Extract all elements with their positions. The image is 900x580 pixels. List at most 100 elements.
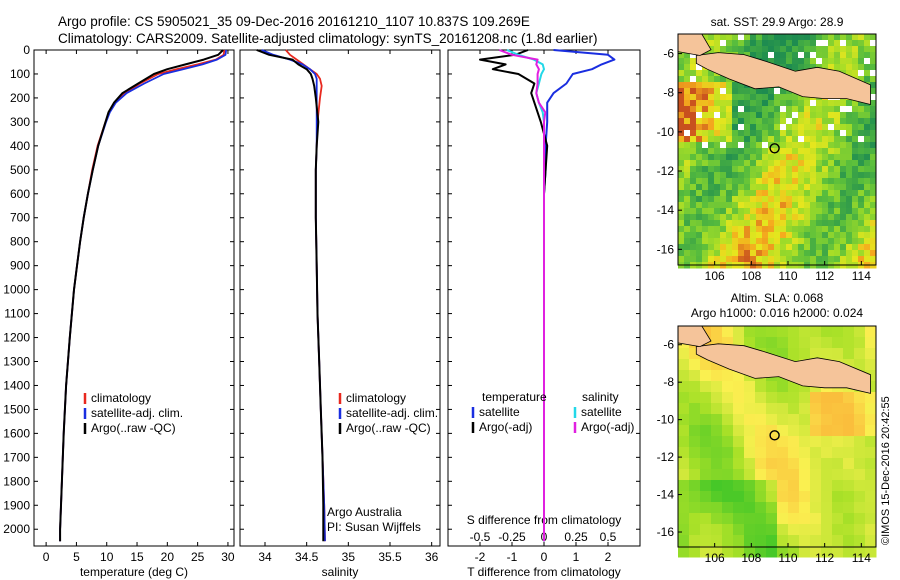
argo-location-marker: [769, 430, 780, 441]
map-x-tick-label: 106: [705, 551, 725, 565]
depth-tick-label: 1100: [4, 307, 30, 321]
depth-tick-label: 1500: [3, 402, 30, 416]
sla-map-title-2: Argo h1000: 0.016 h2000: 0.024: [691, 306, 863, 320]
map-x-tick-label: 108: [741, 269, 761, 283]
legend-label: climatology: [91, 391, 151, 405]
x-tick-label: 2: [605, 550, 612, 564]
x-tick-label: 34: [258, 550, 272, 564]
x-axis-label: salinity: [322, 565, 359, 579]
depth-tick-label: 1700: [3, 450, 30, 464]
depth-tick-label: 700: [10, 211, 30, 225]
map-frame: [677, 33, 877, 266]
legend-label: satellite: [479, 405, 520, 419]
map-y-tick-label: -12: [657, 164, 675, 178]
map-x-tick-label: 106: [705, 269, 725, 283]
map-y-tick-label: -16: [657, 242, 675, 256]
map-y-tick-label: -14: [657, 203, 675, 217]
argo-australia-label: Argo Australia: [327, 505, 402, 519]
x-tick-label: 36: [425, 550, 439, 564]
legend-label: satellite: [581, 405, 622, 419]
depth-tick-label: 0: [23, 43, 30, 57]
map-x-tick-label: 110: [778, 551, 797, 565]
depth-tick-label: 900: [10, 259, 30, 273]
title-line-1: Argo profile: CS 5905021_35 09-Dec-2016 …: [58, 14, 530, 29]
depth-tick-label: 1800: [3, 474, 30, 488]
sst-map-title: sat. SST: 29.9 Argo: 28.9: [711, 15, 844, 29]
x-tick-label: 1: [573, 550, 580, 564]
difference-line-1: [479, 49, 549, 542]
map-x-tick-label: 112: [815, 269, 834, 283]
x-tick-label: 10: [100, 550, 114, 564]
map-y-tick-label: -10: [657, 413, 675, 427]
legend-label: Argo(-adj): [581, 420, 634, 434]
depth-tick-label: 100: [10, 67, 30, 81]
sla-map-title-1: Altim. SLA: 0.068: [731, 291, 824, 305]
map-y-tick-label: -8: [663, 86, 674, 100]
map-y-tick-label: -10: [657, 125, 675, 139]
x-tick-label: 0: [541, 550, 548, 564]
x-tick-label: -2: [475, 550, 486, 564]
java-land: [695, 52, 871, 106]
temperature-line-1: [59, 49, 227, 542]
x-tick-label: -1: [507, 550, 518, 564]
map-y-tick-label: -12: [657, 450, 675, 464]
depth-tick-label: 800: [10, 235, 30, 249]
map-frame: [677, 325, 877, 548]
legend-label: Argo(..raw -QC): [346, 421, 431, 435]
s-tick-label: 0.25: [564, 530, 588, 544]
depth-tick-label: 300: [10, 115, 30, 129]
legend-label: satellite-adj. clim.: [346, 406, 438, 420]
difference-line-0: [543, 49, 616, 542]
depth-tick-label: 1200: [3, 331, 30, 345]
temperature-line-0: [59, 49, 226, 542]
map-y-tick-label: -6: [663, 338, 674, 352]
x-tick-label: 25: [191, 550, 205, 564]
salinity-line-1: [261, 49, 326, 542]
legend-label: satellite-adj. clim.: [91, 406, 183, 420]
depth-tick-label: 600: [10, 187, 30, 201]
map-x-tick-label: 110: [778, 269, 797, 283]
x-tick-label: 20: [161, 550, 175, 564]
java-land: [695, 343, 871, 394]
depth-tick-label: 500: [10, 163, 30, 177]
x-tick-label: 15: [130, 550, 144, 564]
panel-frame: [239, 49, 441, 547]
depth-tick-label: 1000: [3, 283, 30, 297]
difference-line-3: [498, 49, 547, 542]
temperature-line-2: [59, 49, 224, 542]
x-tick-label: 35.5: [378, 550, 402, 564]
x-tick-label: 35: [342, 550, 356, 564]
s-tick-label: 0.5: [600, 530, 617, 544]
salinity-line-2: [256, 49, 325, 542]
x-axis-label: temperature (deg C): [80, 565, 188, 579]
map-y-tick-label: -8: [663, 375, 674, 389]
legend-title-salinity: salinity: [582, 390, 619, 404]
depth-tick-label: 1400: [3, 378, 30, 392]
legend-label: Argo(-adj): [479, 420, 532, 434]
map-x-tick-label: 112: [815, 551, 834, 565]
x-tick-label: 34.5: [295, 550, 319, 564]
map-y-tick-label: -6: [663, 47, 674, 61]
depth-tick-label: 1300: [3, 354, 30, 368]
s-tick-label: -0.5: [470, 530, 491, 544]
legend-label: Argo(..raw -QC): [91, 421, 176, 435]
map-x-tick-label: 114: [852, 551, 871, 565]
s-tick-label: -0.25: [498, 530, 526, 544]
depth-tick-label: 1900: [3, 498, 30, 512]
legend-title-temperature: temperature: [482, 390, 547, 404]
x-tick-label: 5: [73, 550, 80, 564]
pi-label: PI: Susan Wijffels: [327, 520, 421, 534]
legend-label: climatology: [346, 391, 406, 405]
title-line-2: Climatology: CARS2009. Satellite-adjuste…: [58, 31, 598, 46]
depth-tick-label: 400: [10, 139, 30, 153]
map-x-tick-label: 114: [852, 269, 871, 283]
map-y-tick-label: -14: [657, 488, 675, 502]
depth-tick-label: 2000: [3, 522, 30, 536]
x-axis-label: T difference from climatology: [467, 565, 621, 579]
x-tick-label: 30: [221, 550, 235, 564]
imos-timestamp: ©IMOS 15-Dec-2016 20:42:55: [880, 396, 892, 545]
panel-frame: [33, 49, 235, 547]
depth-tick-label: 1600: [3, 426, 30, 440]
depth-tick-label: 200: [10, 91, 30, 105]
